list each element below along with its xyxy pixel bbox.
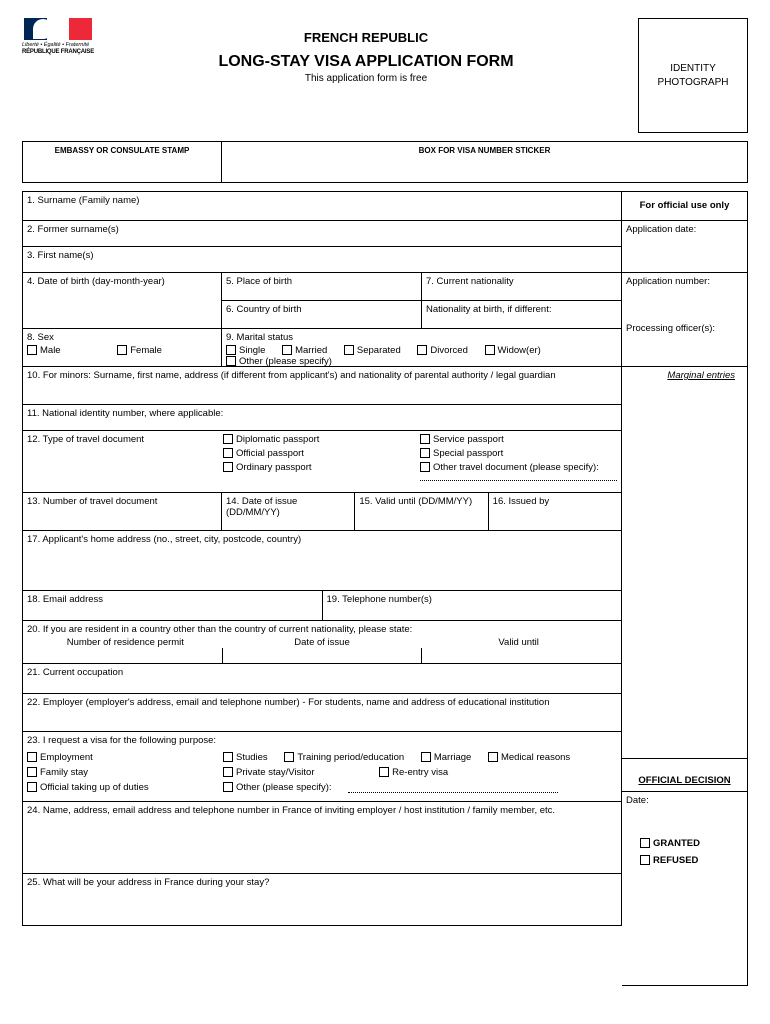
field-first-names[interactable]: 3. First name(s) xyxy=(22,247,622,273)
label-sex: 8. Sex xyxy=(27,332,217,343)
field-doc-number[interactable]: 13. Number of travel document xyxy=(22,493,222,531)
label-permit-date: Date of issue xyxy=(224,637,421,648)
official-app-date: Application date: xyxy=(622,221,748,273)
input-permit-number[interactable] xyxy=(22,648,223,664)
embassy-stamp: EMBASSY OR CONSULATE STAMP xyxy=(22,141,222,183)
opt-separated[interactable]: Separated xyxy=(344,345,401,356)
opt-granted[interactable]: GRANTED xyxy=(640,838,700,849)
label-officer: Processing officer(s): xyxy=(626,323,743,334)
field-dob[interactable]: 4. Date of birth (day-month-year) xyxy=(22,273,222,329)
visa-sticker-box: BOX FOR VISA NUMBER STICKER xyxy=(222,141,748,183)
field-telephone[interactable]: 19. Telephone number(s) xyxy=(323,591,623,621)
opt-married[interactable]: Married xyxy=(282,345,327,356)
opt-official-passport[interactable]: Official passport xyxy=(223,448,304,459)
field-employer[interactable]: 22. Employer (employer's address, email … xyxy=(22,694,622,732)
opt-widow[interactable]: Widow(er) xyxy=(485,345,541,356)
label-purpose: 23. I request a visa for the following p… xyxy=(27,735,617,746)
row-18-19: 18. Email address 19. Telephone number(s… xyxy=(22,591,622,621)
field-nationality[interactable]: 7. Current nationality xyxy=(422,273,622,301)
opt-special[interactable]: Special passport xyxy=(420,448,503,459)
field-nationality-birth[interactable]: Nationality at birth, if different: xyxy=(422,301,622,329)
field-home-address[interactable]: 17. Applicant's home address (no., stree… xyxy=(22,531,622,591)
title-block: FRENCH REPUBLIC LONG-STAY VISA APPLICATI… xyxy=(94,18,638,84)
official-app-num: Application number: Processing officer(s… xyxy=(622,273,748,367)
stamp-row: EMBASSY OR CONSULATE STAMP BOX FOR VISA … xyxy=(22,141,748,183)
field-minors[interactable]: 10. For minors: Surname, first name, add… xyxy=(22,367,622,405)
row-20-inputs xyxy=(22,648,622,664)
label-residence: 20. If you are resident in a country oth… xyxy=(27,624,617,635)
field-former-surname[interactable]: 2. Former surname(s) xyxy=(22,221,622,247)
label-decision-date: Date: xyxy=(626,795,743,806)
opt-refused[interactable]: REFUSED xyxy=(640,855,698,866)
field-country-birth[interactable]: 6. Country of birth xyxy=(222,301,422,329)
field-inviting[interactable]: 24. Name, address, email address and tel… xyxy=(22,802,622,874)
opt-diplomatic[interactable]: Diplomatic passport xyxy=(223,434,319,445)
form-title: LONG-STAY VISA APPLICATION FORM xyxy=(94,53,638,71)
other-travel-line[interactable] xyxy=(420,480,617,481)
input-permit-date[interactable] xyxy=(223,648,423,664)
header: Liberté • Égalité • Fraternité RÉPUBLIQU… xyxy=(22,18,748,133)
row-4-7: 4. Date of birth (day-month-year) 5. Pla… xyxy=(22,273,622,329)
label-marital: 9. Marital status xyxy=(226,332,617,343)
row-8-9: 8. Sex Male Female 9. Marital status Sin… xyxy=(22,329,622,367)
flag-icon xyxy=(24,18,92,40)
label-decision: OFFICIAL DECISION xyxy=(626,775,743,786)
opt-private[interactable]: Private stay/Visitor xyxy=(223,767,315,778)
left-column: 1. Surname (Family name) 2. Former surna… xyxy=(22,191,622,986)
label-travel-doc: 12. Type of travel document xyxy=(27,434,223,489)
opt-family[interactable]: Family stay xyxy=(27,767,88,778)
field-issued-by[interactable]: 16. Issued by xyxy=(489,493,622,531)
opt-female[interactable]: Female xyxy=(117,345,162,356)
opt-medical[interactable]: Medical reasons xyxy=(488,752,570,763)
logo: Liberté • Égalité • Fraternité RÉPUBLIQU… xyxy=(22,18,94,55)
logo-republic: RÉPUBLIQUE FRANÇAISE xyxy=(22,49,94,55)
field-place-birth[interactable]: 5. Place of birth xyxy=(222,273,422,301)
field-valid-until[interactable]: 15. Valid until (DD/MM/YY) xyxy=(355,493,488,531)
field-purpose: 23. I request a visa for the following p… xyxy=(22,732,622,802)
official-marginal: Marginal entries xyxy=(622,367,748,759)
official-decision-body: Date: GRANTED REFUSED xyxy=(622,792,748,986)
opt-purpose-other[interactable]: Other (please specify): xyxy=(223,782,332,793)
label-permit-number: Number of residence permit xyxy=(27,637,224,648)
label-permit-valid: Valid until xyxy=(420,637,617,648)
country-title: FRENCH REPUBLIC xyxy=(94,30,638,45)
label-marginal: Marginal entries xyxy=(626,370,743,381)
official-column: For official use only Application date: … xyxy=(622,191,748,986)
field-travel-doc-type: 12. Type of travel document Diplomatic p… xyxy=(22,431,622,493)
visa-form-page: Liberté • Égalité • Fraternité RÉPUBLIQU… xyxy=(0,0,770,1004)
label-app-num: Application number: xyxy=(626,276,743,287)
opt-divorced[interactable]: Divorced xyxy=(417,345,468,356)
opt-training[interactable]: Training period/education xyxy=(284,752,404,763)
opt-marital-other[interactable]: Other (please specify) xyxy=(226,356,332,367)
official-header: For official use only xyxy=(622,191,748,221)
opt-studies[interactable]: Studies xyxy=(223,752,268,763)
official-decision-header: OFFICIAL DECISION xyxy=(622,759,748,792)
opt-ordinary[interactable]: Ordinary passport xyxy=(223,462,312,473)
field-email[interactable]: 18. Email address xyxy=(22,591,323,621)
field-surname[interactable]: 1. Surname (Family name) xyxy=(22,191,622,221)
opt-single[interactable]: Single xyxy=(226,345,265,356)
input-permit-valid[interactable] xyxy=(422,648,622,664)
purpose-other-line[interactable] xyxy=(348,792,558,793)
field-residence: 20. If you are resident in a country oth… xyxy=(22,621,622,648)
opt-other-travel[interactable]: Other travel document (please specify): xyxy=(420,462,599,473)
opt-reentry[interactable]: Re-entry visa xyxy=(379,767,448,778)
field-marital: 9. Marital status Single Married Separat… xyxy=(222,329,622,367)
row-13-16: 13. Number of travel document 14. Date o… xyxy=(22,493,622,531)
field-france-address[interactable]: 25. What will be your address in France … xyxy=(22,874,622,926)
field-date-issue[interactable]: 14. Date of issue (DD/MM/YY) xyxy=(222,493,355,531)
opt-employment[interactable]: Employment xyxy=(27,752,93,763)
field-identity-number[interactable]: 11. National identity number, where appl… xyxy=(22,405,622,431)
opt-marriage[interactable]: Marriage xyxy=(421,752,472,763)
opt-official-duties[interactable]: Official taking up of duties xyxy=(27,782,149,793)
marianne-icon xyxy=(33,19,53,39)
photo-box[interactable]: IDENTITY PHOTOGRAPH xyxy=(638,18,748,133)
opt-service[interactable]: Service passport xyxy=(420,434,504,445)
field-sex: 8. Sex Male Female xyxy=(22,329,222,367)
logo-motto: Liberté • Égalité • Fraternité xyxy=(22,42,94,48)
main-grid: 1. Surname (Family name) 2. Former surna… xyxy=(22,191,748,986)
form-subtitle: This application form is free xyxy=(94,73,638,84)
field-occupation[interactable]: 21. Current occupation xyxy=(22,664,622,694)
opt-male[interactable]: Male xyxy=(27,345,61,356)
